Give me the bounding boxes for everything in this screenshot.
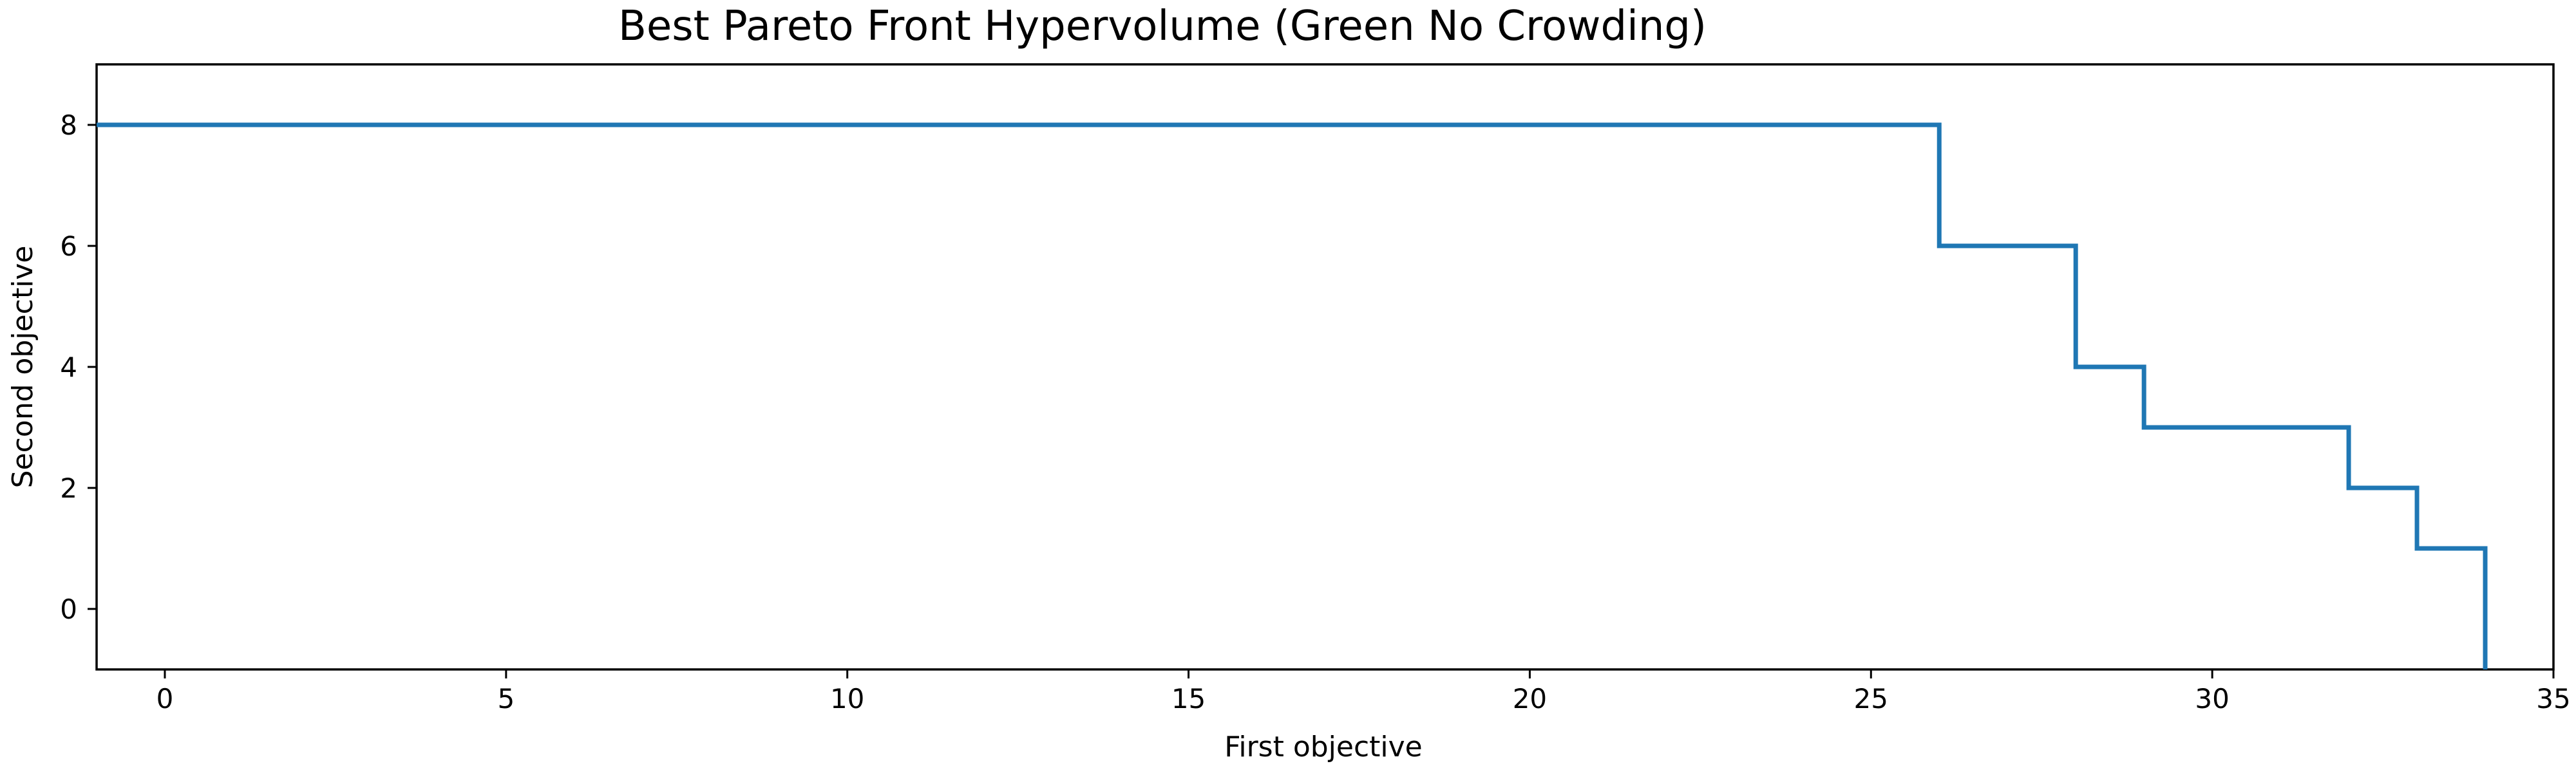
x-tick-label: 30 bbox=[2195, 683, 2229, 714]
y-tick-label: 4 bbox=[60, 351, 77, 383]
ticks-group: 0 5 10 15 20 25 30 35 0 2 4 6 8 bbox=[60, 109, 2570, 714]
y-axis-label: Second objective bbox=[6, 246, 39, 489]
y-tick-label: 2 bbox=[60, 472, 77, 504]
x-tick-label: 0 bbox=[156, 683, 174, 714]
chart-title: Best Pareto Front Hypervolume (Green No … bbox=[618, 3, 1707, 50]
series-line-0 bbox=[97, 122, 2488, 669]
x-tick-label: 20 bbox=[1513, 683, 1547, 714]
x-axis-label: First objective bbox=[1224, 731, 1423, 763]
x-tick-label: 10 bbox=[830, 683, 864, 714]
labels-group: Best Pareto Front Hypervolume (Green No … bbox=[6, 3, 1707, 763]
x-tick-label: 5 bbox=[497, 683, 515, 714]
y-tick-label: 8 bbox=[60, 109, 77, 141]
y-tick-label: 0 bbox=[60, 593, 77, 625]
x-tick-label: 15 bbox=[1171, 683, 1206, 714]
x-tick-label: 25 bbox=[1854, 683, 1888, 714]
x-tick-label: 35 bbox=[2536, 683, 2570, 714]
series-group bbox=[97, 122, 2488, 669]
y-tick-label: 6 bbox=[60, 230, 77, 262]
